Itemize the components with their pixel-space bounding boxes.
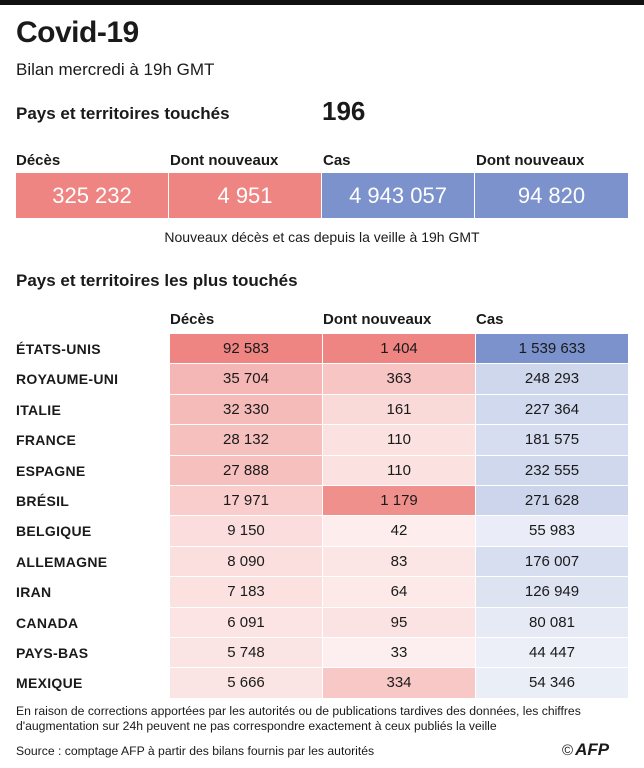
cases-cell: 44 447 [476, 637, 628, 668]
table-row: ITALIE 32 330 161 227 364 [16, 394, 628, 425]
new-deaths-cell: 1 179 [323, 485, 475, 516]
copyright-symbol: © [562, 741, 574, 759]
new-deaths-cell: 334 [323, 668, 475, 698]
stat-deaths-value: 325 232 [16, 173, 168, 218]
cases-cell: 181 575 [476, 425, 628, 455]
new-deaths-cell: 1 404 [323, 334, 475, 364]
table-row: MEXIQUE 5 666 334 54 346 [16, 668, 628, 698]
column-header-cases: Cas [476, 311, 504, 328]
table-row: PAYS-BAS 5 748 33 44 447 [16, 637, 628, 668]
cases-cell: 271 628 [476, 485, 628, 516]
country-name: MEXIQUE [16, 675, 83, 692]
top-bar [0, 0, 644, 5]
country-name: PAYS-BAS [16, 644, 89, 661]
new-deaths-cell: 42 [323, 516, 475, 546]
new-deaths-cell: 110 [323, 455, 475, 485]
stat-cases-label: Cas [323, 152, 351, 169]
deaths-cell: 5 666 [170, 668, 322, 698]
table-row: ÉTATS-UNIS 92 583 1 404 1 539 633 [16, 334, 628, 364]
cases-cell: 176 007 [476, 546, 628, 577]
country-name: IRAN [16, 584, 52, 601]
stat-new-deaths-value: 4 951 [169, 173, 321, 218]
countries-touched-label: Pays et territoires touchés [16, 104, 230, 123]
deaths-cell: 32 330 [170, 394, 322, 425]
footnote: En raison de corrections apportées par l… [16, 704, 581, 733]
deaths-cell: 5 748 [170, 637, 322, 668]
deaths-cell: 27 888 [170, 455, 322, 485]
table-row: FRANCE 28 132 110 181 575 [16, 425, 628, 455]
deaths-cell: 35 704 [170, 364, 322, 394]
cases-cell: 54 346 [476, 668, 628, 698]
country-name: ÉTATS-UNIS [16, 341, 101, 357]
cases-cell: 126 949 [476, 577, 628, 607]
cases-cell: 248 293 [476, 364, 628, 394]
stat-new-deaths-label: Dont nouveaux [170, 152, 279, 169]
page-subtitle: Bilan mercredi à 19h GMT [16, 60, 215, 79]
country-name: BRÉSIL [16, 492, 70, 509]
new-deaths-cell: 64 [323, 577, 475, 607]
country-name: ESPAGNE [16, 462, 86, 479]
table-row: ESPAGNE 27 888 110 232 555 [16, 455, 628, 486]
new-deaths-cell: 33 [323, 637, 475, 668]
new-deaths-cell: 95 [323, 607, 475, 637]
deaths-cell: 28 132 [170, 425, 322, 455]
cases-cell: 80 081 [476, 607, 628, 637]
country-name: ROYAUME-UNI [16, 371, 119, 388]
table-row: ROYAUME-UNI 35 704 363 248 293 [16, 364, 628, 394]
stat-new-cases-label: Dont nouveaux [476, 152, 585, 169]
table-row: CANADA 6 091 95 80 081 [16, 607, 628, 638]
cases-cell: 232 555 [476, 455, 628, 485]
deaths-cell: 8 090 [170, 546, 322, 577]
table-row: BRÉSIL 17 971 1 179 271 628 [16, 485, 628, 516]
new-deaths-cell: 83 [323, 546, 475, 577]
country-name: ITALIE [16, 401, 62, 418]
new-deaths-cell: 110 [323, 425, 475, 455]
deaths-cell: 92 583 [170, 334, 322, 364]
deaths-cell: 17 971 [170, 485, 322, 516]
page-title: Covid-19 [16, 16, 139, 49]
stats-note: Nouveaux décès et cas depuis la veille à… [164, 229, 480, 245]
column-header-new-deaths: Dont nouveaux [323, 311, 432, 328]
stat-new-cases-value: 94 820 [475, 173, 628, 218]
cases-cell: 55 983 [476, 516, 628, 546]
new-deaths-cell: 363 [323, 364, 475, 394]
afp-logo: © AFP [562, 740, 609, 760]
stat-deaths-label: Décès [16, 152, 61, 169]
afp-brand: AFP [575, 740, 610, 759]
table-row: ALLEMAGNE 8 090 83 176 007 [16, 546, 628, 577]
country-name: ALLEMAGNE [16, 553, 108, 570]
stat-cases-value: 4 943 057 [322, 173, 474, 218]
countries-touched-value: 196 [322, 96, 366, 126]
cases-cell: 1 539 633 [476, 334, 628, 364]
table-row: IRAN 7 183 64 126 949 [16, 577, 628, 607]
cases-cell: 227 364 [476, 394, 628, 425]
country-name: CANADA [16, 614, 79, 631]
deaths-cell: 6 091 [170, 607, 322, 637]
table-row: BELGIQUE 9 150 42 55 983 [16, 516, 628, 546]
countries-table: ÉTATS-UNIS 92 583 1 404 1 539 633 ROYAUME-UN… [16, 334, 628, 699]
deaths-cell: 9 150 [170, 516, 322, 546]
country-name: BELGIQUE [16, 523, 92, 540]
deaths-cell: 7 183 [170, 577, 322, 607]
source-credit: Source : comptage AFP à partir des bilan… [16, 744, 375, 758]
table-title: Pays et territoires les plus touchés [16, 271, 298, 290]
new-deaths-cell: 161 [323, 394, 475, 425]
country-name: FRANCE [16, 432, 77, 449]
column-header-deaths: Décès [170, 311, 215, 328]
